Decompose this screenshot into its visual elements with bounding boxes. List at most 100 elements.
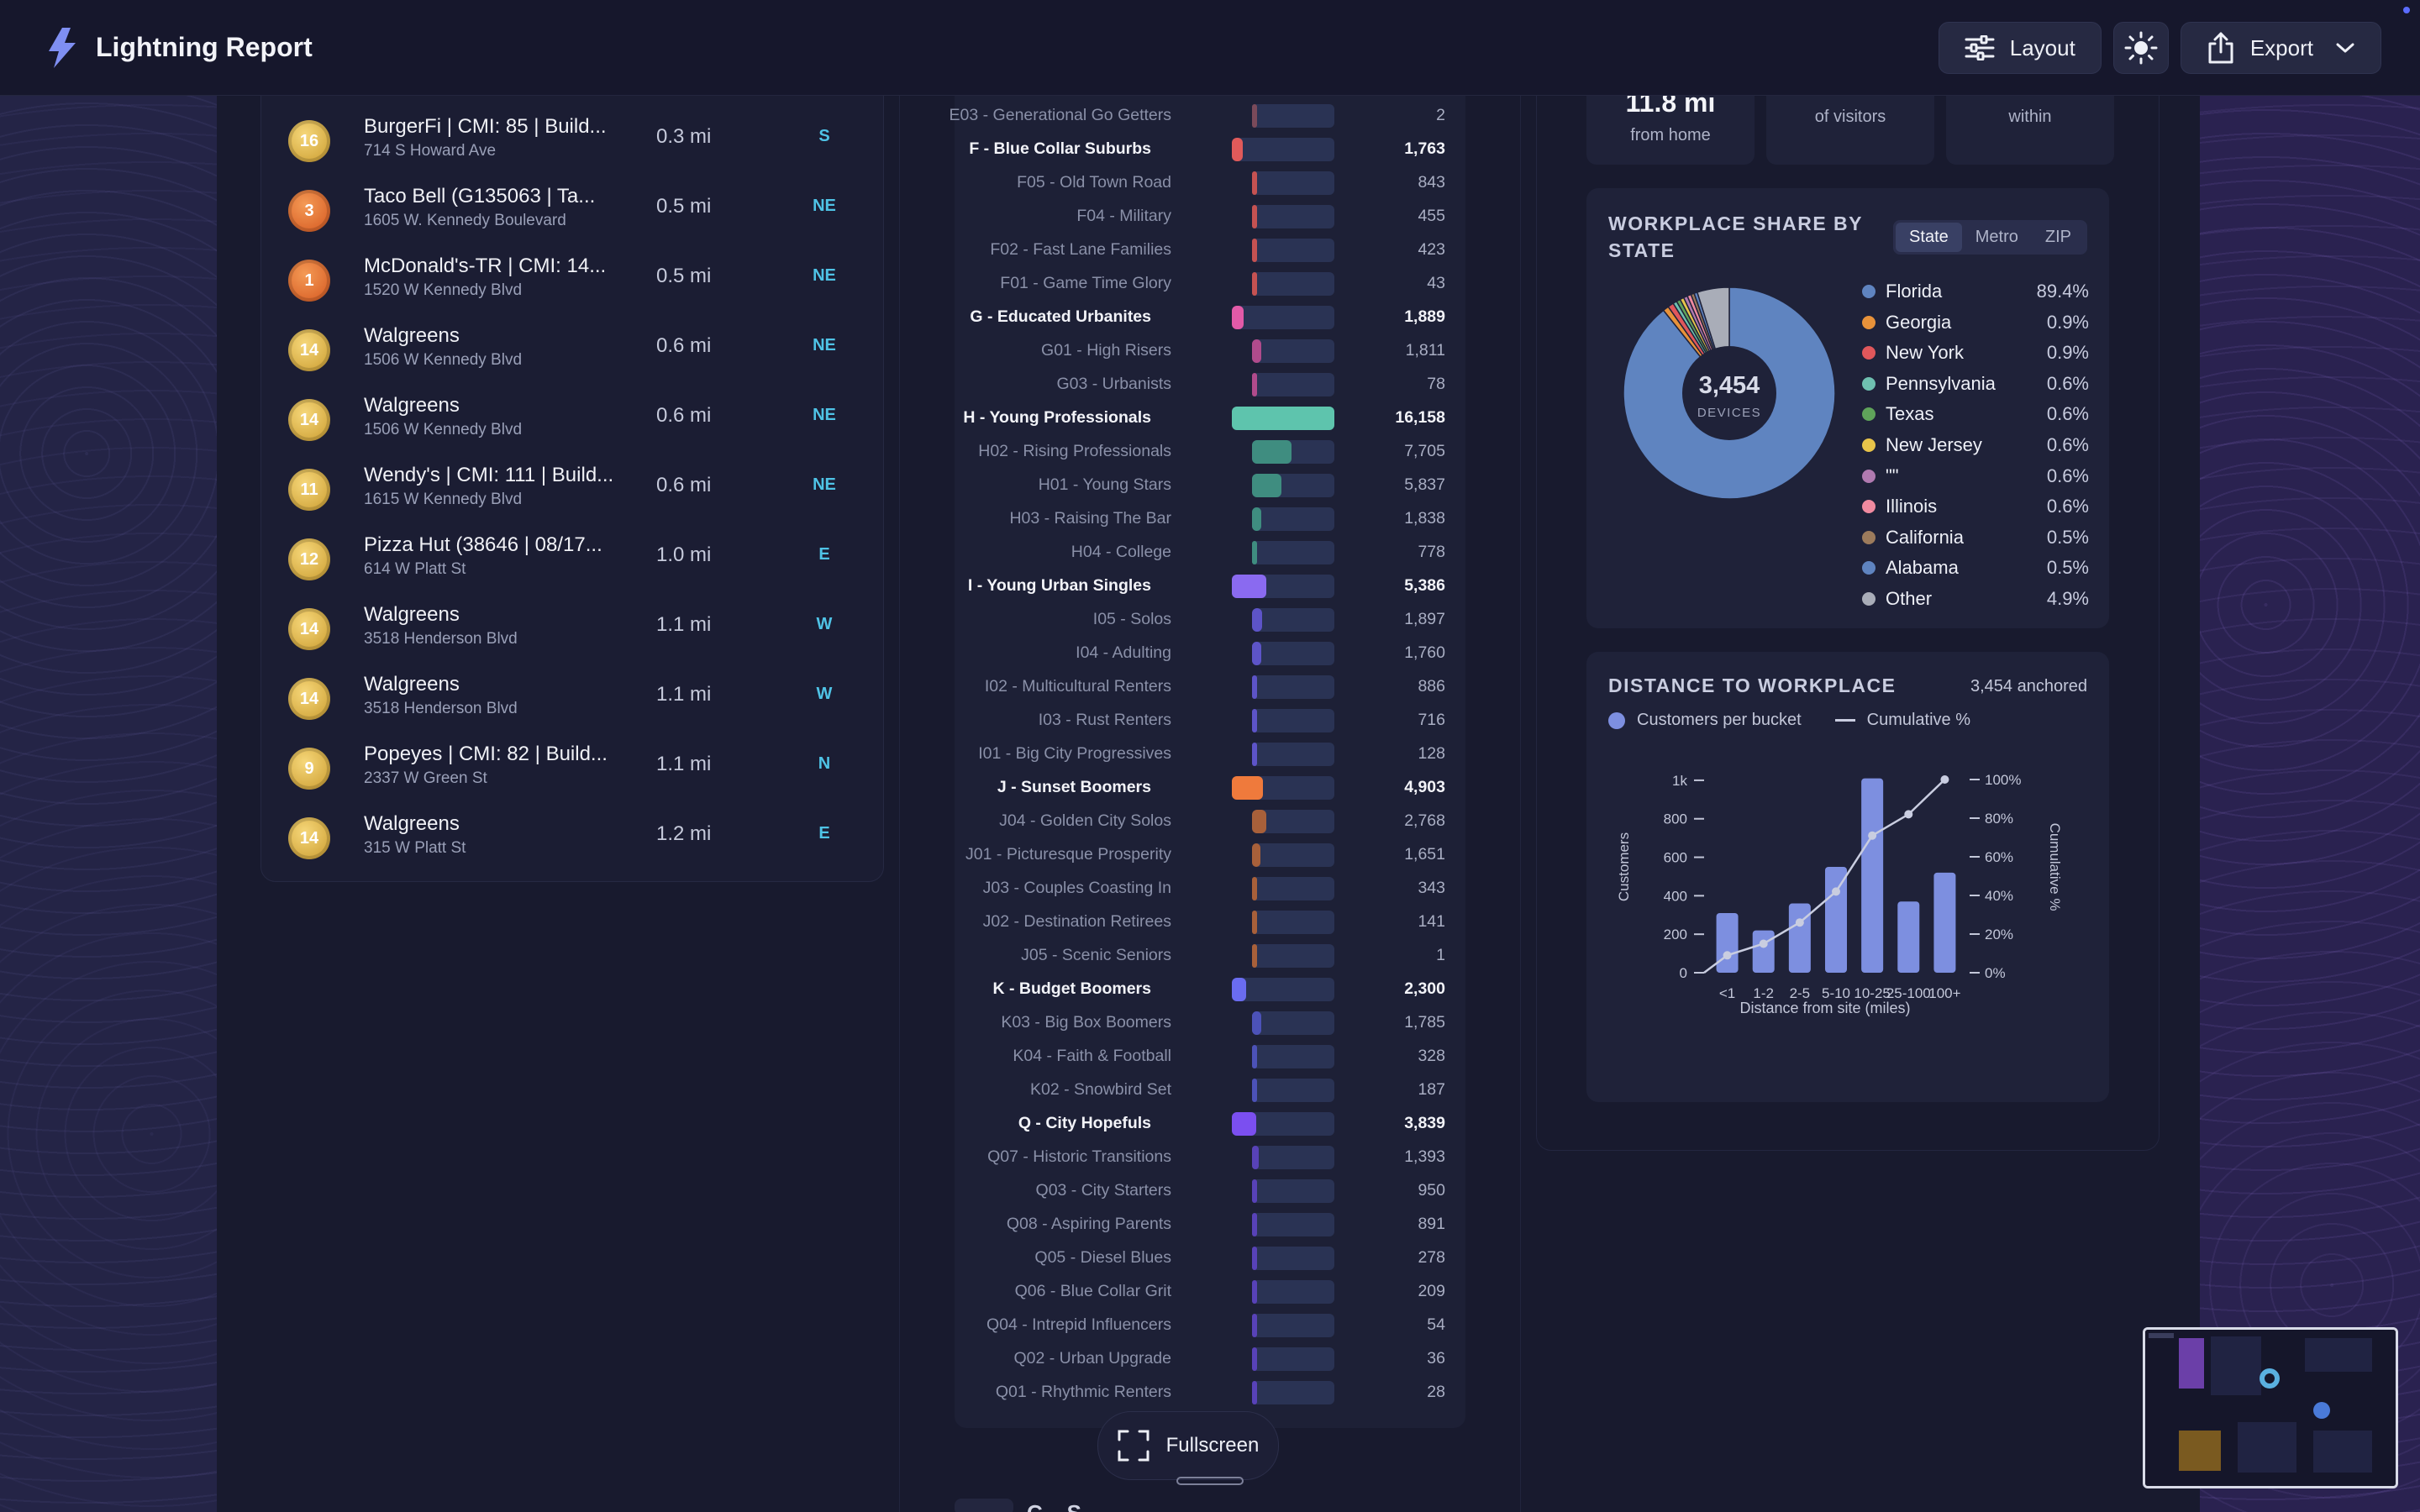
segment-row[interactable]: Q02 - Urban Upgrade 36: [955, 1342, 1465, 1376]
segment-row[interactable]: F02 - Fast Lane Families 423: [955, 234, 1465, 267]
segment-row[interactable]: J04 - Golden City Solos 2,768: [955, 805, 1465, 838]
segment-row[interactable]: H01 - Young Stars 5,837: [955, 469, 1465, 502]
tab-metro[interactable]: Metro: [1975, 228, 2018, 246]
legend-state-pct: 4.9%: [2046, 588, 2089, 609]
state-legend-item[interactable]: Alabama 0.5%: [1862, 554, 2089, 584]
segment-group-row[interactable]: F - Blue Collar Suburbs 1,763: [955, 133, 1465, 166]
segment-row[interactable]: J01 - Picturesque Prosperity 1,651: [955, 838, 1465, 872]
segment-group-row[interactable]: G - Educated Urbanites 1,889: [955, 301, 1465, 334]
segment-row[interactable]: I05 - Solos 1,897: [955, 603, 1465, 637]
distance-bar[interactable]: [1788, 903, 1811, 973]
state-legend-item[interactable]: Florida 89.4%: [1862, 277, 2089, 307]
segment-group-row[interactable]: H - Young Professionals 16,158: [955, 402, 1465, 435]
segment-row[interactable]: Q04 - Intrepid Influencers 54: [955, 1309, 1465, 1342]
segment-group-row[interactable]: K - Budget Boomers 2,300: [955, 973, 1465, 1006]
segment-row[interactable]: J05 - Scenic Seniors 1: [955, 939, 1465, 973]
cumulative-point[interactable]: [1940, 775, 1949, 784]
legend-state-pct: 0.9%: [2046, 311, 2089, 333]
segment-row[interactable]: G03 - Urbanists 78: [955, 368, 1465, 402]
segment-row[interactable]: H02 - Rising Professionals 7,705: [955, 435, 1465, 469]
poi-list-item[interactable]: 14 Walgreens 3518 Henderson Blvd 1.1 mi W: [261, 598, 883, 668]
poi-list-item[interactable]: 16 BurgerFi | CMI: 85 | Build... 714 S How…: [261, 110, 883, 180]
segment-bar-fill: [1252, 1247, 1257, 1270]
segment-row[interactable]: Q07 - Historic Transitions 1,393: [955, 1141, 1465, 1174]
segment-row[interactable]: Q03 - City Starters 950: [955, 1174, 1465, 1208]
segment-row[interactable]: J02 - Destination Retirees 141: [955, 906, 1465, 939]
fullscreen-button[interactable]: Fullscreen: [1097, 1411, 1279, 1480]
cumulative-point[interactable]: [1868, 831, 1877, 840]
poi-name: Walgreens: [364, 812, 460, 835]
distance-bar[interactable]: [1716, 912, 1739, 973]
poi-list-item[interactable]: 14 Walgreens 1506 W Kennedy Blvd 0.6 mi NE: [261, 389, 883, 459]
segment-row[interactable]: Q08 - Aspiring Parents 891: [955, 1208, 1465, 1242]
segment-row[interactable]: J03 - Couples Coasting In 343: [955, 872, 1465, 906]
segment-row[interactable]: Q05 - Diesel Blues 278: [955, 1242, 1465, 1275]
poi-list-item[interactable]: 14 Walgreens 3518 Henderson Blvd 1.1 mi W: [261, 668, 883, 738]
poi-list-item[interactable]: 14 Walgreens 1506 W Kennedy Blvd 0.6 mi NE: [261, 319, 883, 389]
card-title-line: WORKPLACE SHARE BY: [1608, 213, 1864, 234]
cumulative-point[interactable]: [1832, 887, 1840, 896]
segment-group-row[interactable]: J - Sunset Boomers 4,903: [955, 771, 1465, 805]
tab-zip[interactable]: ZIP: [2044, 228, 2071, 246]
poi-list-item[interactable]: 9 Popeyes | CMI: 82 | Build... 2337 W Gree…: [261, 738, 883, 807]
segment-group-row[interactable]: Q - City Hopefuls 3,839: [955, 1107, 1465, 1141]
poi-list-item[interactable]: 1 McDonald's-TR | CMI: 14... 1520 W Kenned…: [261, 249, 883, 319]
tab-state[interactable]: State: [1896, 223, 1962, 252]
poi-list-item[interactable]: 14 Walgreens 315 W Platt St 1.2 mi E: [261, 807, 883, 877]
cumulative-point[interactable]: [1723, 951, 1732, 960]
segment-row[interactable]: H04 - College 778: [955, 536, 1465, 570]
segment-row[interactable]: F01 - Game Time Glory 43: [955, 267, 1465, 301]
segment-row[interactable]: F04 - Military 455: [955, 200, 1465, 234]
state-legend-item[interactable]: New Jersey 0.6%: [1862, 431, 2089, 461]
segment-row[interactable]: I03 - Rust Renters 716: [955, 704, 1465, 738]
segment-row[interactable]: K04 - Faith & Football 328: [955, 1040, 1465, 1074]
distance-bar[interactable]: [1861, 778, 1884, 973]
distance-bar[interactable]: [1752, 930, 1775, 973]
state-legend-item[interactable]: "" 0.6%: [1862, 462, 2089, 492]
page-minimap[interactable]: [2143, 1327, 2398, 1488]
theme-toggle-button[interactable]: [2112, 22, 2169, 74]
segment-group-row[interactable]: I - Young Urban Singles 5,386: [955, 570, 1465, 603]
state-legend-item[interactable]: Other 4.9%: [1862, 585, 2089, 615]
x-tick-label: 1-2: [1753, 985, 1774, 1001]
drag-handle[interactable]: [1176, 1477, 1244, 1485]
poi-list-item[interactable]: 12 Pizza Hut (38646 | 08/17... 614 W Platt…: [261, 528, 883, 598]
segment-row[interactable]: I01 - Big City Progressives 128: [955, 738, 1465, 771]
segment-bar-fill: [1252, 1381, 1257, 1404]
line-legend-swatch: [1834, 719, 1855, 722]
layout-button[interactable]: Layout: [1938, 22, 2102, 74]
segment-row[interactable]: Q06 - Blue Collar Grit 209: [955, 1275, 1465, 1309]
cumulative-point[interactable]: [1795, 918, 1804, 927]
poi-list-item[interactable]: 11 Wendy's | CMI: 111 | Build... 1615 W Ke…: [261, 459, 883, 528]
state-legend-item[interactable]: California 0.5%: [1862, 523, 2089, 554]
segment-bar-track: [1252, 1011, 1334, 1035]
brand[interactable]: Lightning Report: [44, 26, 313, 70]
segment-row[interactable]: E03 - Generational Go Getters 2: [950, 99, 1465, 133]
export-button[interactable]: Export: [2180, 22, 2381, 74]
segment-row[interactable]: I02 - Multicultural Renters 886: [955, 670, 1465, 704]
poi-direction: W: [816, 685, 833, 703]
state-legend-item[interactable]: Pennsylvania 0.6%: [1862, 370, 2089, 400]
segment-row[interactable]: H03 - Raising The Bar 1,838: [955, 502, 1465, 536]
distance-bar[interactable]: [1933, 872, 1956, 973]
cumulative-point[interactable]: [1759, 939, 1768, 948]
distance-bar[interactable]: [1897, 901, 1920, 973]
donut-slice[interactable]: [1623, 286, 1836, 500]
segment-row[interactable]: G01 - High Risers 1,811: [955, 334, 1465, 368]
segment-label: J05 - Scenic Seniors: [1021, 946, 1171, 964]
state-legend-item[interactable]: Georgia 0.9%: [1862, 308, 2089, 339]
segment-row[interactable]: F05 - Old Town Road 843: [955, 166, 1465, 200]
segment-row[interactable]: K03 - Big Box Boomers 1,785: [955, 1006, 1465, 1040]
segment-row[interactable]: I04 - Adulting 1,760: [955, 637, 1465, 670]
segment-row[interactable]: Q01 - Rhythmic Renters 28: [955, 1376, 1465, 1410]
distance-bar[interactable]: [1825, 867, 1847, 973]
poi-list-item[interactable]: 3 Taco Bell (G135063 | Ta... 1605 W. Kenne…: [261, 180, 883, 249]
cumulative-point[interactable]: [1904, 810, 1913, 819]
state-legend-item[interactable]: Texas 0.6%: [1862, 400, 2089, 430]
state-legend-item[interactable]: Illinois 0.6%: [1862, 492, 2089, 522]
state-legend-item[interactable]: New York 0.9%: [1862, 339, 2089, 369]
card-title: DISTANCE TO WORKPLACE: [1608, 675, 1897, 696]
segment-label: K04 - Faith & Football: [1013, 1047, 1171, 1065]
poi-direction: NE: [813, 266, 836, 285]
segment-row[interactable]: K02 - Snowbird Set 187: [955, 1074, 1465, 1107]
